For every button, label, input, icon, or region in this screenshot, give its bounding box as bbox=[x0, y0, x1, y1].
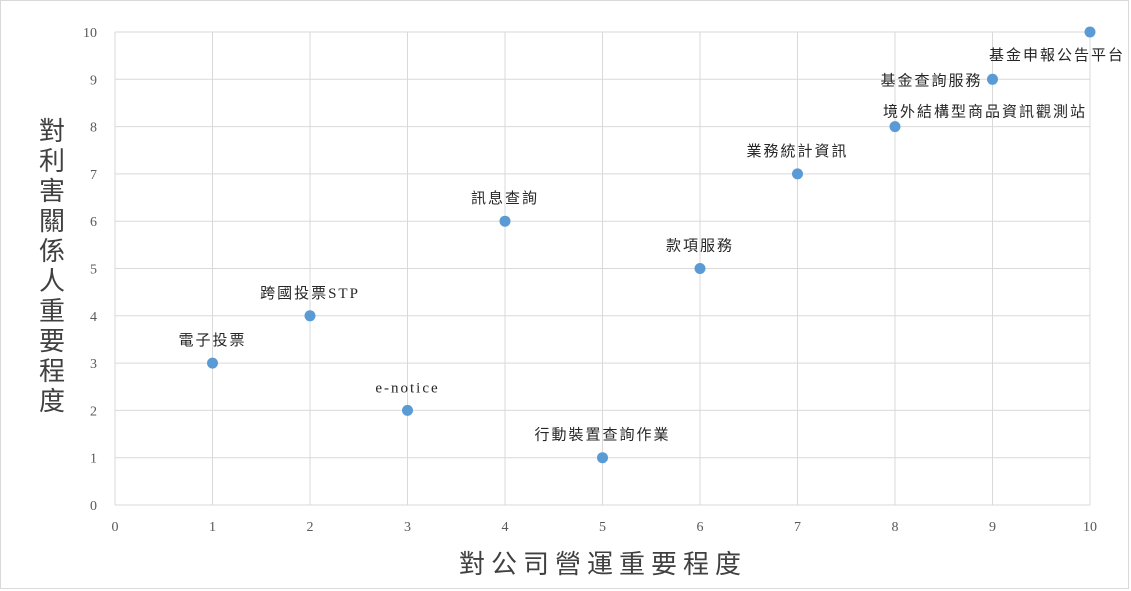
point-label: 業務統計資訊 bbox=[746, 143, 848, 160]
x-tick-label: 1 bbox=[209, 520, 216, 535]
point-label: 訊息查詢 bbox=[471, 190, 539, 207]
point-label: 跨國投票STP bbox=[260, 285, 360, 302]
data-point bbox=[987, 73, 998, 85]
data-points bbox=[207, 26, 1096, 464]
y-tick-label: 2 bbox=[90, 404, 97, 419]
point-label: e-notice bbox=[375, 380, 439, 396]
data-point bbox=[889, 121, 901, 133]
y-axis-title-char: 害 bbox=[39, 177, 65, 206]
x-tick-label: 5 bbox=[599, 520, 606, 535]
y-axis-title-char: 對 bbox=[39, 117, 65, 146]
x-tick-label: 2 bbox=[307, 520, 314, 535]
x-tick-label: 0 bbox=[112, 520, 119, 535]
data-point bbox=[694, 263, 706, 274]
y-tick-label: 10 bbox=[83, 26, 97, 41]
y-tick-label: 4 bbox=[90, 310, 97, 325]
x-tick-labels: 0 1 2 3 4 5 6 7 8 9 10 bbox=[112, 520, 1098, 535]
x-tick-label: 10 bbox=[1083, 520, 1097, 535]
y-axis-title-char: 關 bbox=[39, 207, 65, 236]
y-tick-labels: 0 1 2 3 4 5 6 7 8 9 10 bbox=[83, 26, 97, 514]
x-tick-label: 4 bbox=[502, 520, 509, 535]
data-point bbox=[597, 452, 608, 464]
y-axis-title-char: 度 bbox=[39, 387, 65, 416]
point-label: 電子投票 bbox=[178, 332, 246, 349]
y-axis-title-char: 重 bbox=[39, 297, 65, 326]
y-tick-label: 6 bbox=[90, 215, 97, 230]
data-point bbox=[1084, 26, 1096, 38]
y-tick-label: 7 bbox=[90, 168, 97, 183]
x-tick-label: 8 bbox=[892, 520, 899, 535]
y-axis-title-char: 係 bbox=[39, 237, 65, 266]
x-axis-title: 對公司營運重要程度 bbox=[459, 550, 747, 579]
y-axis-title-char: 人 bbox=[39, 267, 65, 296]
y-tick-label: 8 bbox=[90, 121, 97, 136]
y-tick-label: 3 bbox=[90, 357, 97, 372]
y-axis-title-char: 程 bbox=[39, 357, 65, 386]
y-tick-label: 9 bbox=[90, 73, 97, 88]
point-label: 境外結構型商品資訊觀測站 bbox=[883, 103, 1087, 121]
point-label: 基金查詢服務 bbox=[880, 72, 982, 89]
x-tick-label: 3 bbox=[404, 520, 411, 535]
point-label: 基金申報公告平台 bbox=[989, 47, 1125, 64]
data-point bbox=[304, 310, 316, 322]
data-point bbox=[402, 404, 413, 416]
point-label: 款項服務 bbox=[666, 238, 734, 255]
x-tick-label: 6 bbox=[697, 520, 704, 535]
y-tick-label: 1 bbox=[90, 452, 97, 467]
data-point bbox=[499, 215, 511, 227]
data-point bbox=[792, 168, 803, 180]
x-tick-label: 7 bbox=[794, 520, 801, 535]
point-label: 行動裝置查詢作業 bbox=[534, 427, 670, 444]
data-point bbox=[207, 357, 218, 369]
x-tick-label: 9 bbox=[989, 520, 996, 535]
y-axis-title-char: 要 bbox=[39, 327, 65, 356]
y-tick-label: 0 bbox=[90, 499, 97, 514]
y-tick-label: 5 bbox=[90, 263, 97, 278]
y-axis-title-char: 利 bbox=[39, 147, 65, 176]
